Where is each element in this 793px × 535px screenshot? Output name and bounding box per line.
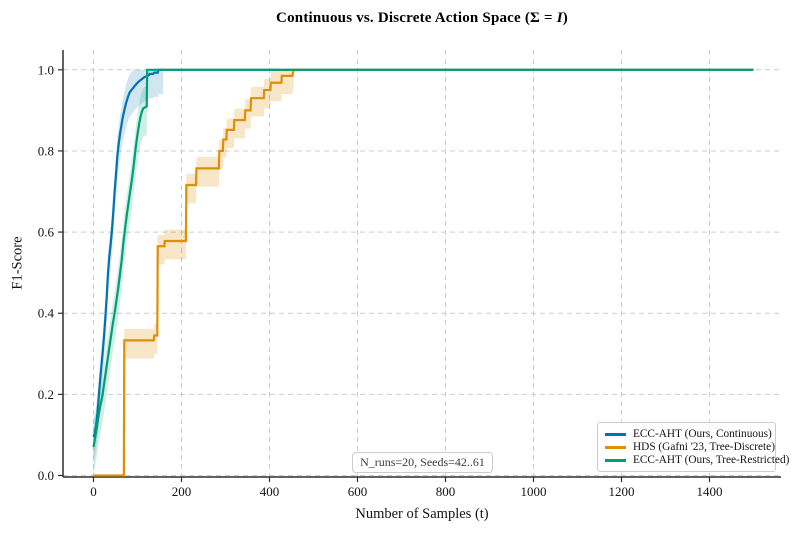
chart-title-math-symbol: I: [556, 10, 563, 26]
legend-label: ECC-AHT (Ours, Tree-Restricted): [633, 454, 790, 466]
chart-title: Continuous vs. Discrete Action Space (Σ …: [63, 10, 781, 27]
ecc-aht-tree-restricted-line: [92, 68, 754, 448]
legend-line-swatch-orange: [605, 446, 626, 449]
chart-title-close: ): [562, 10, 568, 26]
chart-title-text: Continuous vs. Discrete Action Space (Σ …: [276, 10, 557, 26]
x-tick-label: 400: [260, 484, 280, 499]
x-tick-label: 200: [172, 484, 192, 499]
legend-label: HDS (Gafni '23, Tree-Discrete): [633, 441, 775, 453]
legend-item-continuous: ECC-AHT (Ours, Continuous): [605, 428, 772, 441]
x-tick-label: 0: [90, 484, 97, 499]
y-tick-label: 0.2: [38, 387, 54, 402]
x-tick-label: 800: [436, 484, 456, 499]
x-tick-label: 600: [348, 484, 368, 499]
legend-line-swatch-blue: [605, 433, 626, 436]
legend-label: ECC-AHT (Ours, Continuous): [633, 428, 772, 440]
legend-item-tree-restricted: ECC-AHT (Ours, Tree-Restricted): [605, 454, 789, 467]
x-tick-label: 1200: [609, 484, 635, 499]
y-tick-label: 1.0: [38, 62, 54, 77]
hds-tree-discrete-line: [93, 68, 754, 477]
y-tick-label: 0.4: [38, 306, 55, 321]
x-tick-label: 1000: [521, 484, 547, 499]
hds-tree-discrete-confidence-band: [123, 69, 294, 476]
legend-line-swatch-green: [605, 459, 626, 462]
annotation-box: N_runs=20, Seeds=42..61: [352, 452, 493, 473]
ecc-aht-continuous-line: [92, 68, 754, 438]
x-tick-label: 1400: [697, 484, 723, 499]
legend: ECC-AHT (Ours, Continuous) HDS (Gafni '2…: [597, 422, 789, 472]
x-axis-label: Number of Samples (t): [355, 506, 489, 522]
y-tick-label: 0.0: [38, 468, 54, 483]
annotation-text: N_runs=20, Seeds=42..61: [360, 455, 485, 469]
legend-item-hds: HDS (Gafni '23, Tree-Discrete): [605, 441, 775, 454]
y-tick-label: 0.8: [38, 143, 54, 158]
y-axis-label: F1-Score: [9, 236, 26, 290]
y-tick-label: 0.6: [38, 225, 55, 240]
